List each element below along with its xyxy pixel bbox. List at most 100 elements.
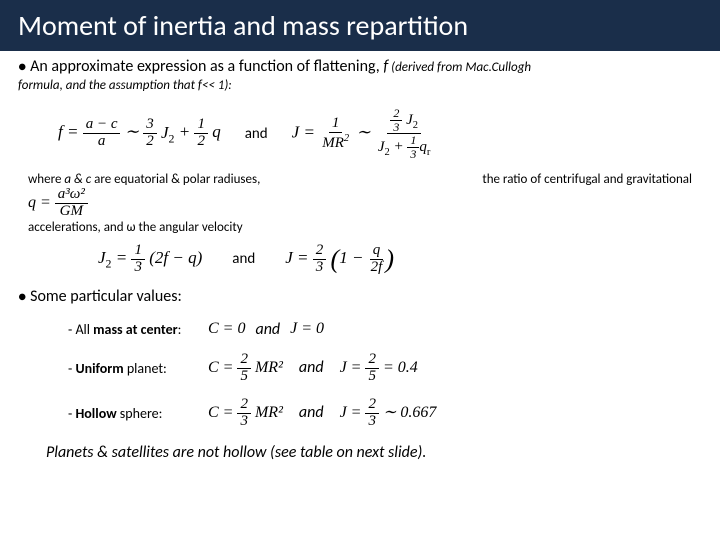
two-third-big: 23 — [313, 243, 327, 276]
description-row: where a & c are equatorial & polar radiu… — [18, 168, 702, 241]
case1-label: - All mass at center: — [68, 321, 198, 338]
two-third-h2: 23 — [365, 397, 379, 430]
Jv3: J — [98, 248, 106, 267]
two-third: 23 — [390, 107, 402, 133]
uand: and — [299, 358, 324, 377]
n: 1 — [131, 243, 145, 260]
hJ: J = — [340, 404, 366, 421]
case2-label: - Uniform planet: — [68, 360, 198, 377]
Jv2: J — [378, 139, 385, 155]
frac-den: a — [95, 134, 109, 150]
n: 2 — [365, 352, 379, 369]
q-over-2f: q2f — [368, 243, 386, 276]
q-lhs: q = — [28, 194, 51, 211]
frac-den: 2 — [143, 134, 157, 150]
hv: ∼ 0.667 — [379, 404, 436, 421]
plus: + — [179, 123, 190, 142]
case3-eq: C = 23 MR² and J = 23 ∼ 0.667 — [208, 397, 436, 430]
slide-title: Moment of inertia and mass repartition — [0, 0, 720, 51]
approx: ∼ — [356, 123, 370, 142]
case-uniform: - Uniform planet: C = 25 MR² and J = 25 … — [68, 346, 702, 391]
big-num: 23 J2 — [387, 107, 421, 134]
bullet1-text: An approximate expression as a function … — [30, 57, 383, 76]
n: q — [370, 243, 384, 260]
frac-num: 1 — [329, 116, 343, 133]
one-third: 13 — [131, 243, 145, 276]
pc2: ) — [385, 244, 394, 273]
n: 1 — [407, 134, 419, 148]
eq-J-expand: J = 23 (1 − q2f) — [285, 243, 394, 276]
slide-content: ● An approximate expression as a functio… — [0, 51, 720, 462]
two-fifth: 25 — [237, 352, 251, 385]
two-fifth-2: 25 — [365, 352, 379, 385]
values-block: - All mass at center: C = 0 and J = 0 - … — [18, 308, 702, 435]
J2-lhs: J2 — [98, 248, 112, 267]
s2: 2 — [413, 120, 418, 131]
three-half: 32 — [143, 117, 157, 150]
frac-den: MR2 — [319, 133, 352, 152]
approx: ∼ — [125, 123, 139, 142]
n: 2 — [237, 352, 251, 369]
dl3: accelerations, and — [28, 220, 127, 235]
Jbl: J = — [285, 248, 313, 267]
eq-f-def: f = a − ca ∼ 32 J2 + 12 q — [58, 117, 221, 150]
uJ: J = — [340, 359, 366, 376]
equation-row-1: f = a − ca ∼ 32 J2 + 12 q and J = 1MR2 ∼… — [18, 103, 702, 168]
d: 5 — [365, 369, 379, 385]
closing-note: Planets & satellites are not hollow (see… — [18, 435, 702, 462]
dl1: where — [28, 172, 64, 187]
bullet2-text: Some particular values: — [30, 287, 182, 306]
hC: C = — [208, 404, 237, 421]
d: 2f — [368, 260, 386, 276]
d: 3 — [131, 260, 145, 276]
case3-label: - Hollow sphere: — [68, 405, 198, 422]
case1-eq1: C = 0 — [208, 320, 245, 338]
case2-eq: C = 25 MR² and J = 25 = 0.4 — [208, 352, 418, 385]
dlv: a & c — [64, 172, 91, 187]
eq-sign: = — [112, 248, 132, 267]
d: 3 — [390, 121, 402, 134]
desc-left: where a & c are equatorial & polar radiu… — [28, 172, 318, 235]
dl4: the angular velocity — [136, 220, 243, 235]
MR2: MR² — [255, 359, 283, 376]
bullet-2: ● Some particular values: — [18, 287, 702, 306]
I-over-MR2: 1MR2 — [319, 116, 352, 152]
d: 5 — [237, 369, 251, 385]
bullet-dot: ● — [18, 58, 26, 75]
bullet-1: ● An approximate expression as a functio… — [18, 57, 702, 76]
pc: ) — [197, 248, 203, 267]
q-var: q — [212, 123, 221, 142]
J-var: J — [161, 123, 169, 142]
case-center: - All mass at center: C = 0 and J = 0 — [68, 312, 702, 346]
plus-small: + — [390, 139, 408, 155]
d: 3 — [313, 260, 327, 276]
bullet1-tail: (derived from Mac.Cullogh — [388, 60, 531, 75]
n: 2 — [237, 397, 251, 414]
bullet-dot-2: ● — [18, 288, 26, 305]
J2-term: J2 — [161, 123, 175, 142]
qv: q — [419, 139, 427, 155]
one-half: 12 — [194, 117, 208, 150]
J2-small: J2 — [406, 112, 418, 128]
one-third-small: 13 — [407, 134, 419, 160]
q-frac: a³ω²GM — [55, 187, 88, 220]
n: 2 — [390, 107, 402, 121]
po2: ( — [331, 244, 340, 273]
eq-f-lhs: f = — [58, 123, 78, 142]
J2-small2: J2 — [378, 139, 390, 155]
uC: C = — [208, 359, 237, 376]
d: 3 — [407, 148, 419, 161]
n: 2 — [365, 397, 379, 414]
equation-row-2: J2 = 13 (2f − q) and J = 23 (1 − q2f) — [18, 241, 702, 284]
case1-eq2: J = 0 — [290, 320, 324, 338]
big-frac: 23 J2 J2 + 13qr — [375, 107, 434, 160]
sub-2: 2 — [169, 131, 175, 145]
eq-f-frac: a − ca — [83, 117, 121, 150]
qd: GM — [57, 204, 86, 220]
eq-q: q = a³ω²GM — [28, 194, 88, 211]
two-third-h: 23 — [237, 397, 251, 430]
frac-den: 2 — [194, 134, 208, 150]
omega: ω — [127, 220, 136, 235]
case1-and: and — [255, 320, 280, 339]
qn: a³ω² — [55, 187, 88, 204]
